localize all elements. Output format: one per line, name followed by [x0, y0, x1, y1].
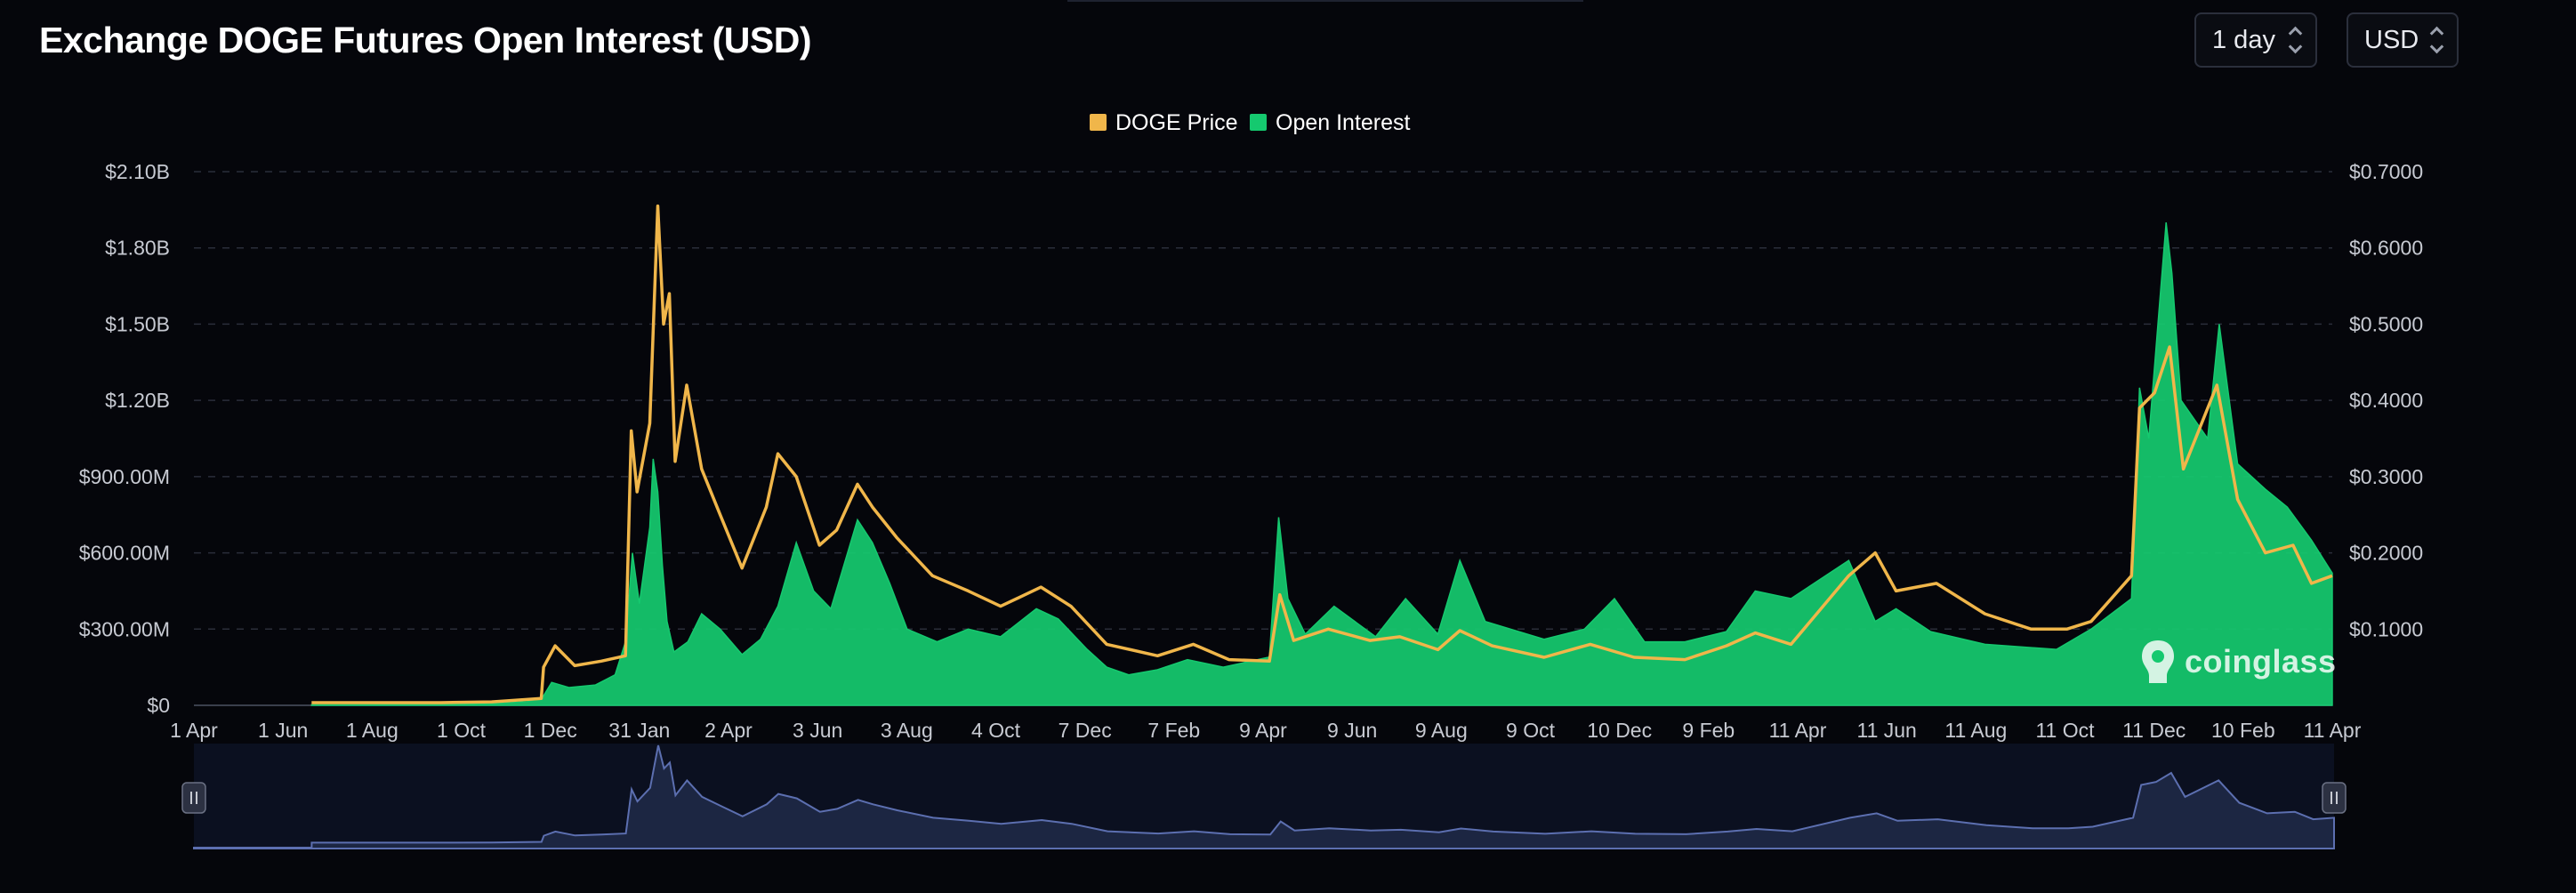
y-right-tick-label: $0.4000	[2349, 389, 2423, 412]
x-tick-label: 11 Apr	[1769, 719, 1827, 742]
x-tick-label: 9 Oct	[1506, 719, 1556, 742]
currency-select-value: USD	[2364, 25, 2419, 54]
x-tick-label: 10 Dec	[1587, 719, 1652, 742]
x-tick-label: 9 Apr	[1239, 719, 1287, 742]
x-tick-label: 11 Dec	[2122, 719, 2186, 742]
watermark-text: coinglass	[2185, 643, 2337, 680]
x-tick-label: 1 Dec	[524, 719, 577, 742]
y-left-tick-label: $1.20B	[105, 389, 170, 412]
x-tick-label: 3 Aug	[881, 719, 933, 742]
x-tick-label: 4 Oct	[971, 719, 1021, 742]
range-navigator[interactable]	[181, 744, 2347, 849]
open-interest-area	[310, 222, 2333, 706]
top-divider	[1067, 0, 1583, 2]
open-interest-layer	[310, 222, 2333, 706]
navigator-series	[193, 744, 2335, 849]
x-tick-label: 31 Jan	[608, 719, 670, 742]
right-axis: $0.1000 $0.2000 $0.3000 $0.4000 $0.5000 $0.60…	[2349, 160, 2423, 640]
x-tick-label: 9 Feb	[1682, 719, 1735, 742]
x-axis: 1 Apr 1 Jun 1 Aug 1 Oct 1 Dec 31 Jan 2 Apr 3 Ju…	[170, 719, 2362, 742]
y-right-tick-label: $0.7000	[2349, 160, 2423, 183]
x-tick-label: 3 Jun	[793, 719, 842, 742]
x-tick-label: 1 Oct	[437, 719, 487, 742]
coinglass-watermark: coinglass	[2138, 639, 2337, 685]
y-left-tick-label: $1.80B	[105, 237, 170, 260]
x-tick-label: 1 Apr	[170, 719, 218, 742]
x-tick-label: 9 Aug	[1415, 719, 1468, 742]
x-tick-label: 7 Feb	[1147, 719, 1200, 742]
page-title: Exchange DOGE Futures Open Interest (USD…	[39, 20, 812, 60]
doge-price-line	[311, 204, 2333, 704]
navigator-left-handle[interactable]	[181, 782, 206, 814]
legend-entry[interactable]: Open Interest	[1276, 110, 1411, 135]
legend-entry[interactable]: DOGE Price	[1115, 110, 1238, 135]
x-tick-label: 1 Jun	[258, 719, 308, 742]
x-tick-label: 11 Jun	[1856, 719, 1916, 742]
y-right-tick-label: $0.2000	[2349, 542, 2423, 565]
y-right-tick-label: $0.5000	[2349, 312, 2423, 335]
y-left-tick-label: $600.00M	[79, 542, 170, 565]
x-tick-label: 11 Apr	[2304, 719, 2362, 742]
period-select[interactable]: 1 day	[2194, 12, 2317, 68]
y-left-tick-label: $900.00M	[79, 465, 170, 488]
x-tick-label: 2 Apr	[704, 719, 753, 742]
chart-legend: DOGE Price Open Interest	[1090, 110, 1411, 135]
x-tick-label: 7 Dec	[1059, 719, 1112, 742]
x-tick-label: 9 Jun	[1327, 719, 1377, 742]
left-axis: $0 $300.00M $600.00M $900.00M $1.20B $1.50B $1…	[79, 160, 170, 717]
navigator-right-handle[interactable]	[2322, 782, 2347, 814]
legend-swatch	[1250, 114, 1267, 131]
x-tick-label: 10 Feb	[2211, 719, 2275, 742]
period-select-value: 1 day	[2212, 25, 2275, 54]
x-tick-label: 11 Oct	[2035, 719, 2095, 742]
price-layer	[311, 204, 2333, 704]
y-left-tick-label: $0	[147, 694, 170, 717]
y-right-tick-label: $0.3000	[2349, 465, 2423, 488]
grid-lines	[194, 171, 2332, 706]
y-left-tick-label: $2.10B	[105, 160, 170, 183]
y-left-tick-label: $1.50B	[105, 312, 170, 335]
y-right-tick-label: $0.6000	[2349, 237, 2423, 260]
x-tick-label: 11 Aug	[1944, 719, 2007, 742]
legend-swatch	[1090, 114, 1107, 131]
y-right-tick-label: $0.1000	[2349, 617, 2423, 640]
currency-select[interactable]: USD	[2347, 12, 2459, 68]
coinglass-logo-icon	[2142, 640, 2174, 683]
y-left-tick-label: $300.00M	[79, 617, 170, 640]
x-tick-label: 1 Aug	[346, 719, 398, 742]
